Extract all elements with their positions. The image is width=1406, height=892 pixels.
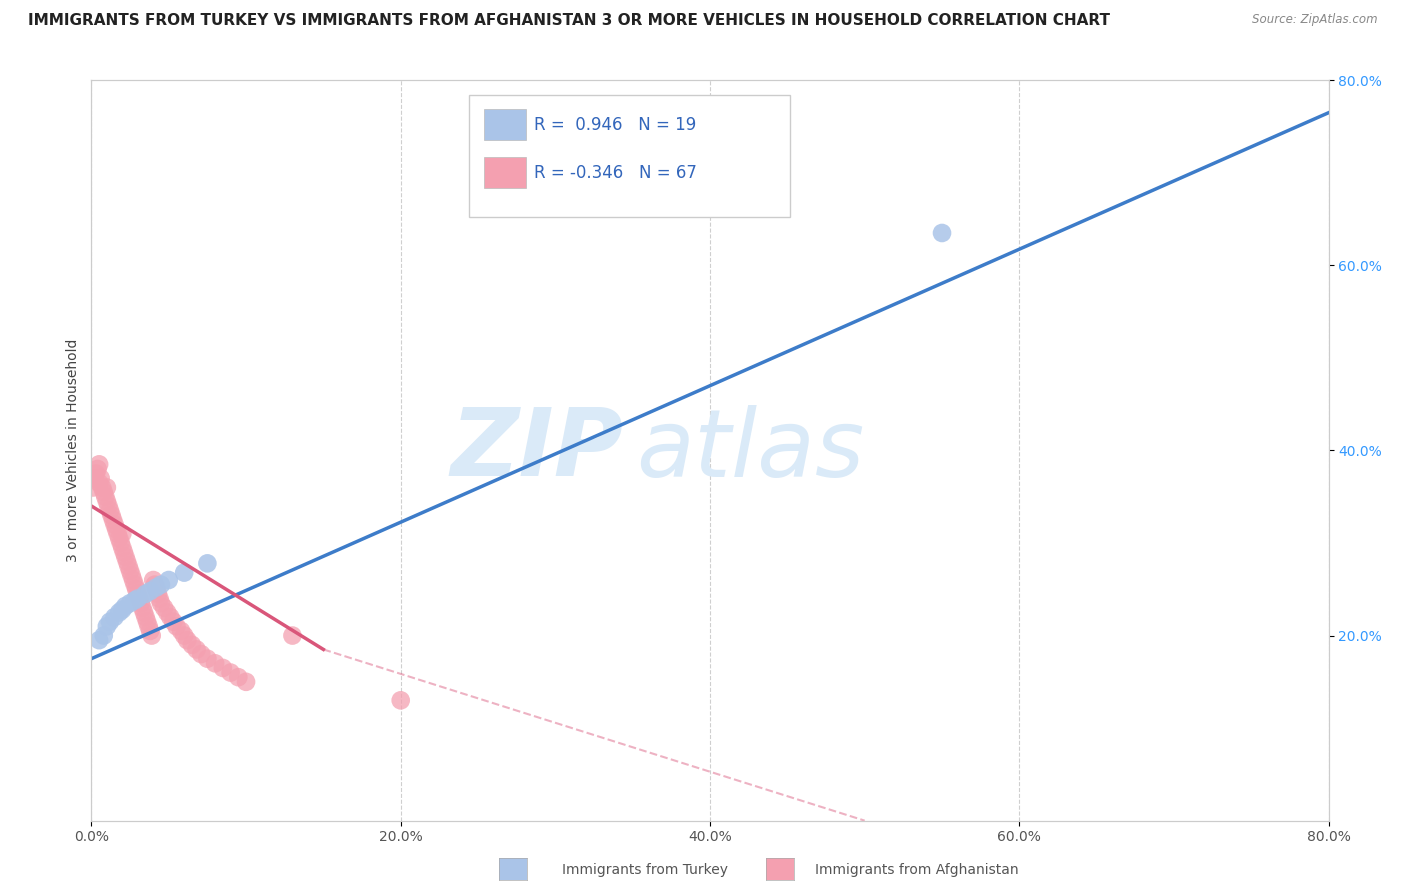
Point — [180, 638, 202, 652]
Point — [128, 591, 150, 606]
Point — [219, 665, 242, 680]
Point — [125, 582, 148, 597]
Point — [111, 541, 134, 555]
Text: atlas: atlas — [636, 405, 865, 496]
Point — [120, 564, 141, 578]
Point — [135, 587, 157, 601]
Point — [114, 549, 136, 564]
Text: R = -0.346   N = 67: R = -0.346 N = 67 — [534, 164, 697, 182]
FancyBboxPatch shape — [484, 109, 526, 140]
Point — [389, 693, 412, 707]
Point — [131, 600, 153, 615]
Y-axis label: 3 or more Vehicles in Household: 3 or more Vehicles in Household — [66, 339, 80, 562]
Point — [111, 526, 134, 541]
Point — [122, 573, 145, 587]
Point — [150, 596, 172, 610]
Point — [127, 587, 149, 601]
Point — [138, 619, 160, 633]
Point — [90, 471, 112, 485]
Point — [120, 596, 141, 610]
Text: Source: ZipAtlas.com: Source: ZipAtlas.com — [1253, 13, 1378, 27]
Point — [105, 522, 128, 536]
Point — [115, 555, 138, 569]
Point — [186, 642, 208, 657]
Point — [145, 581, 167, 595]
Point — [82, 481, 104, 495]
Point — [96, 494, 118, 508]
Point — [108, 606, 131, 620]
Point — [281, 629, 304, 643]
Point — [98, 615, 121, 629]
Point — [141, 629, 163, 643]
Point — [211, 661, 233, 675]
Point — [96, 481, 118, 495]
Point — [176, 633, 198, 648]
Point — [87, 633, 111, 648]
Point — [101, 513, 124, 527]
Point — [87, 458, 111, 472]
Point — [124, 577, 146, 591]
Point — [162, 615, 184, 629]
FancyBboxPatch shape — [468, 95, 790, 218]
FancyBboxPatch shape — [484, 157, 526, 188]
Text: Immigrants from Afghanistan: Immigrants from Afghanistan — [815, 863, 1019, 877]
Point — [108, 532, 131, 546]
Text: ZIP: ZIP — [450, 404, 623, 497]
Point — [114, 599, 136, 613]
Point — [110, 536, 132, 550]
Point — [107, 526, 129, 541]
Point — [124, 593, 146, 607]
Point — [135, 610, 157, 624]
Point — [150, 577, 172, 591]
Point — [195, 557, 219, 571]
Point — [204, 657, 226, 671]
Point — [931, 226, 953, 240]
Point — [173, 629, 195, 643]
Point — [84, 467, 107, 481]
Point — [145, 582, 167, 597]
Point — [166, 619, 188, 633]
Point — [148, 591, 170, 606]
Point — [100, 508, 122, 523]
Point — [86, 462, 108, 476]
Point — [104, 517, 127, 532]
Point — [136, 615, 159, 629]
Point — [96, 619, 118, 633]
Point — [97, 499, 120, 513]
Point — [112, 545, 135, 559]
Point — [91, 481, 114, 495]
Point — [157, 573, 180, 587]
Point — [93, 629, 115, 643]
Point — [132, 606, 155, 620]
Point — [129, 596, 152, 610]
Point — [146, 587, 169, 601]
Point — [235, 674, 257, 689]
Point — [127, 591, 149, 606]
Point — [228, 670, 250, 684]
Point — [121, 568, 143, 582]
Text: R =  0.946   N = 19: R = 0.946 N = 19 — [534, 116, 696, 134]
Point — [93, 485, 115, 500]
Point — [83, 471, 105, 485]
Point — [170, 624, 193, 638]
Point — [104, 610, 127, 624]
Point — [142, 573, 165, 587]
Point — [173, 566, 195, 580]
Point — [94, 490, 117, 504]
Point — [153, 600, 176, 615]
Point — [156, 606, 179, 620]
Point — [98, 503, 121, 517]
Point — [139, 584, 162, 599]
Point — [117, 559, 139, 574]
Point — [139, 624, 162, 638]
Text: IMMIGRANTS FROM TURKEY VS IMMIGRANTS FROM AFGHANISTAN 3 OR MORE VEHICLES IN HOUS: IMMIGRANTS FROM TURKEY VS IMMIGRANTS FRO… — [28, 13, 1111, 29]
Point — [190, 647, 212, 661]
Point — [159, 610, 181, 624]
Text: Immigrants from Turkey: Immigrants from Turkey — [562, 863, 728, 877]
Point — [143, 577, 166, 591]
Point — [195, 651, 219, 665]
Point — [87, 475, 111, 490]
Point — [111, 602, 134, 616]
